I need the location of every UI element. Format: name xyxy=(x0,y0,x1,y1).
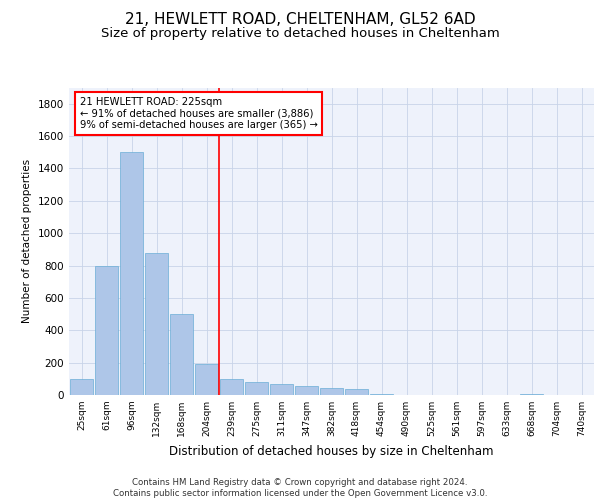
Bar xyxy=(520,394,543,395)
Bar xyxy=(145,252,168,395)
Bar xyxy=(295,386,318,395)
Bar xyxy=(170,314,193,395)
Bar xyxy=(270,384,293,395)
Text: Size of property relative to detached houses in Cheltenham: Size of property relative to detached ho… xyxy=(101,28,499,40)
Bar xyxy=(220,379,243,395)
Bar xyxy=(195,364,218,395)
Text: 21, HEWLETT ROAD, CHELTENHAM, GL52 6AD: 21, HEWLETT ROAD, CHELTENHAM, GL52 6AD xyxy=(125,12,475,28)
Text: Contains HM Land Registry data © Crown copyright and database right 2024.
Contai: Contains HM Land Registry data © Crown c… xyxy=(113,478,487,498)
Bar xyxy=(120,152,143,395)
Text: 21 HEWLETT ROAD: 225sqm
← 91% of detached houses are smaller (3,886)
9% of semi-: 21 HEWLETT ROAD: 225sqm ← 91% of detache… xyxy=(79,96,317,130)
Bar xyxy=(320,388,343,395)
Bar xyxy=(70,379,93,395)
Y-axis label: Number of detached properties: Number of detached properties xyxy=(22,159,32,324)
Bar xyxy=(95,266,118,395)
Bar xyxy=(370,394,393,395)
Bar xyxy=(345,388,368,395)
X-axis label: Distribution of detached houses by size in Cheltenham: Distribution of detached houses by size … xyxy=(169,444,494,458)
Bar xyxy=(245,382,268,395)
